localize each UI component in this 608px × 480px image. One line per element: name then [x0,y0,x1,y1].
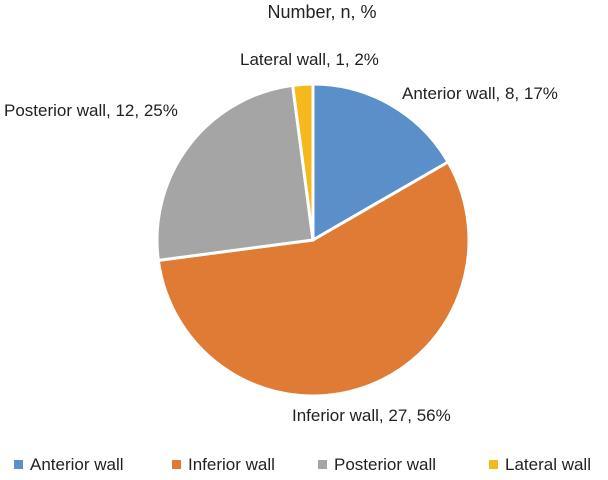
pie-slices [155,82,471,398]
legend-label: Inferior wall [188,455,275,474]
legend-swatch [172,460,181,469]
chart-title: Number, n, % [267,2,376,22]
legend-swatch [318,460,327,469]
slice-labels: Anterior wall, 8, 17% Inferior wall, 27, … [4,50,558,425]
legend-item-lateral-wall: Lateral wall [489,455,591,474]
slice-label-inferior-wall: Inferior wall, 27, 56% [292,406,451,425]
legend-label: Lateral wall [505,455,591,474]
pie-slice-posterior-wall [155,83,315,262]
legend-item-anterior-wall: Anterior wall [14,455,124,474]
slice-label-lateral-wall: Lateral wall, 1, 2% [240,50,379,69]
legend-swatch [489,460,498,469]
slice-label-posterior-wall: Posterior wall, 12, 25% [4,101,178,120]
pie-slice-inferior-wall [156,160,471,398]
legend-item-inferior-wall: Inferior wall [172,455,275,474]
pie-slice-anterior-wall [311,82,450,242]
pie-slice-lateral-wall [291,82,315,242]
legend-label: Posterior wall [334,455,436,474]
legend-label: Anterior wall [30,455,124,474]
legend: Anterior wall Inferior wall Posterior wall… [14,455,591,474]
legend-item-posterior-wall: Posterior wall [318,455,436,474]
slice-label-anterior-wall: Anterior wall, 8, 17% [402,84,558,103]
legend-swatch [14,460,23,469]
